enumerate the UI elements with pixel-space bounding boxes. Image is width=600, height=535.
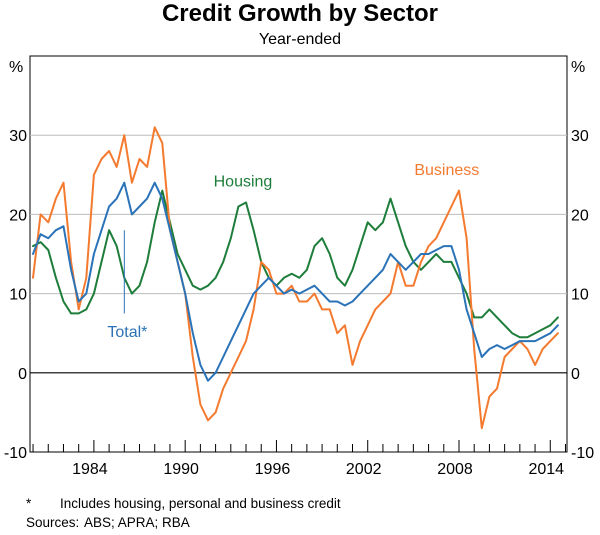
series-line-total xyxy=(32,181,559,382)
x-tick-label: 2014 xyxy=(528,461,564,478)
x-tick-label: 1996 xyxy=(255,461,291,478)
business-label: Business xyxy=(414,162,479,179)
y-tick-label-left: 20 xyxy=(9,207,27,224)
y-tick-label-right: 0 xyxy=(571,366,580,383)
y-tick-label-left: 30 xyxy=(9,128,27,145)
y-tick-label-right: 30 xyxy=(571,128,589,145)
x-tick-label: 1984 xyxy=(72,461,108,478)
footnote: * Includes housing, personal and business… xyxy=(26,495,341,512)
y-tick-label-right: 20 xyxy=(571,207,589,224)
y-tick-label-right: 10 xyxy=(571,287,589,304)
y-unit-right: % xyxy=(571,59,585,76)
footnote-mark: * xyxy=(26,496,32,511)
sources-label: Sources: xyxy=(26,515,80,530)
sources-text: ABS; APRA; RBA xyxy=(84,515,190,530)
y-tick-label-left: 10 xyxy=(9,287,27,304)
axis-ticks xyxy=(32,440,566,452)
series-line-business xyxy=(32,126,559,430)
y-tick-label-left: 0 xyxy=(18,366,27,383)
x-tick-label: 2002 xyxy=(346,461,382,478)
axis-labels: -10 -10 0 0 10 10 20 20 30 30% % 1984 1990 1996 2002 20… xyxy=(4,59,594,478)
housing-label: Housing xyxy=(214,174,273,191)
y-unit-left: % xyxy=(9,59,23,76)
y-tick-label-left: -10 xyxy=(4,445,27,462)
footnote-text: Includes housing, personal and business … xyxy=(60,496,341,511)
series-lines xyxy=(32,126,559,430)
series-annotations: Housing Business Total* xyxy=(107,162,479,341)
total-label: Total* xyxy=(107,324,147,341)
x-tick-label: 2008 xyxy=(437,461,473,478)
series-line-housing xyxy=(32,189,559,339)
chart-title: Credit Growth by Sector xyxy=(161,0,439,27)
y-tick-label-right: -10 xyxy=(571,445,594,462)
credit-growth-chart: -10 -10 0 0 10 10 20 20 30 30% % 1984 1990 1996 2002 20… xyxy=(4,55,594,478)
x-tick-label: 1990 xyxy=(163,461,199,478)
chart-subtitle: Year-ended xyxy=(258,31,342,48)
sources-note: Sources: ABS; APRA; RBA xyxy=(26,514,190,531)
plot-frame xyxy=(29,55,568,453)
